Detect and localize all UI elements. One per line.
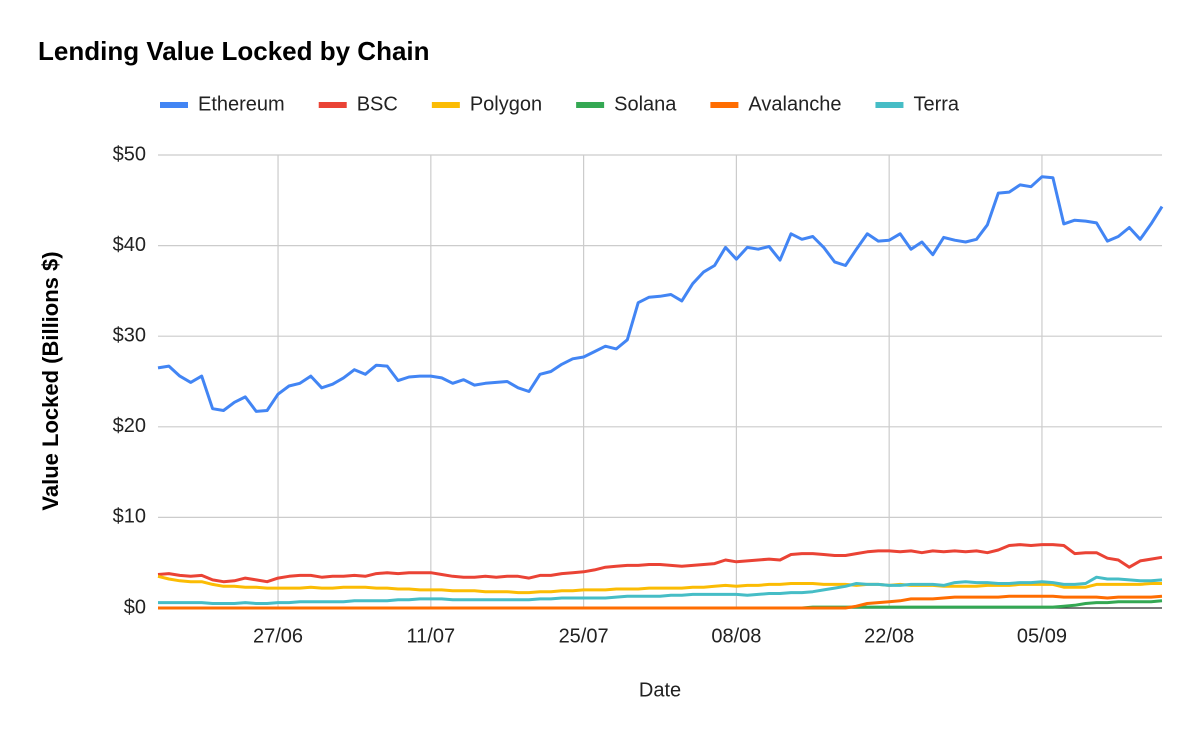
x-tick-label: 27/06 bbox=[253, 625, 303, 647]
legend-label: Polygon bbox=[470, 93, 542, 115]
y-tick-label: $40 bbox=[113, 234, 146, 256]
line-series bbox=[157, 175, 1164, 413]
y-tick-label: $30 bbox=[113, 324, 146, 346]
y-axis-title: Value Locked (Billions $) bbox=[38, 251, 63, 510]
x-axis-title: Date bbox=[639, 679, 681, 701]
line-series bbox=[158, 575, 1163, 605]
x-tick-label: 11/07 bbox=[407, 625, 456, 647]
legend-label: Ethereum bbox=[198, 93, 285, 115]
x-tick-label: 05/09 bbox=[1017, 625, 1067, 647]
y-tick-label: $0 bbox=[124, 596, 146, 618]
y-tick-label: $20 bbox=[113, 415, 146, 437]
y-tick-label: $50 bbox=[113, 143, 146, 165]
x-tick-label: 08/08 bbox=[711, 625, 761, 647]
legend-label: BSC bbox=[357, 93, 398, 115]
y-tick-label: $10 bbox=[113, 506, 146, 528]
line-series bbox=[157, 574, 1162, 595]
x-tick-label: 25/07 bbox=[559, 625, 609, 647]
line-series bbox=[157, 543, 1163, 584]
legend-label: Avalanche bbox=[748, 93, 841, 115]
legend-label: Solana bbox=[614, 93, 677, 115]
chart-title: Lending Value Locked by Chain bbox=[38, 36, 430, 66]
line-series bbox=[158, 594, 1163, 610]
legend-label: Terra bbox=[913, 93, 959, 115]
x-tick-label: 22/08 bbox=[864, 625, 914, 647]
